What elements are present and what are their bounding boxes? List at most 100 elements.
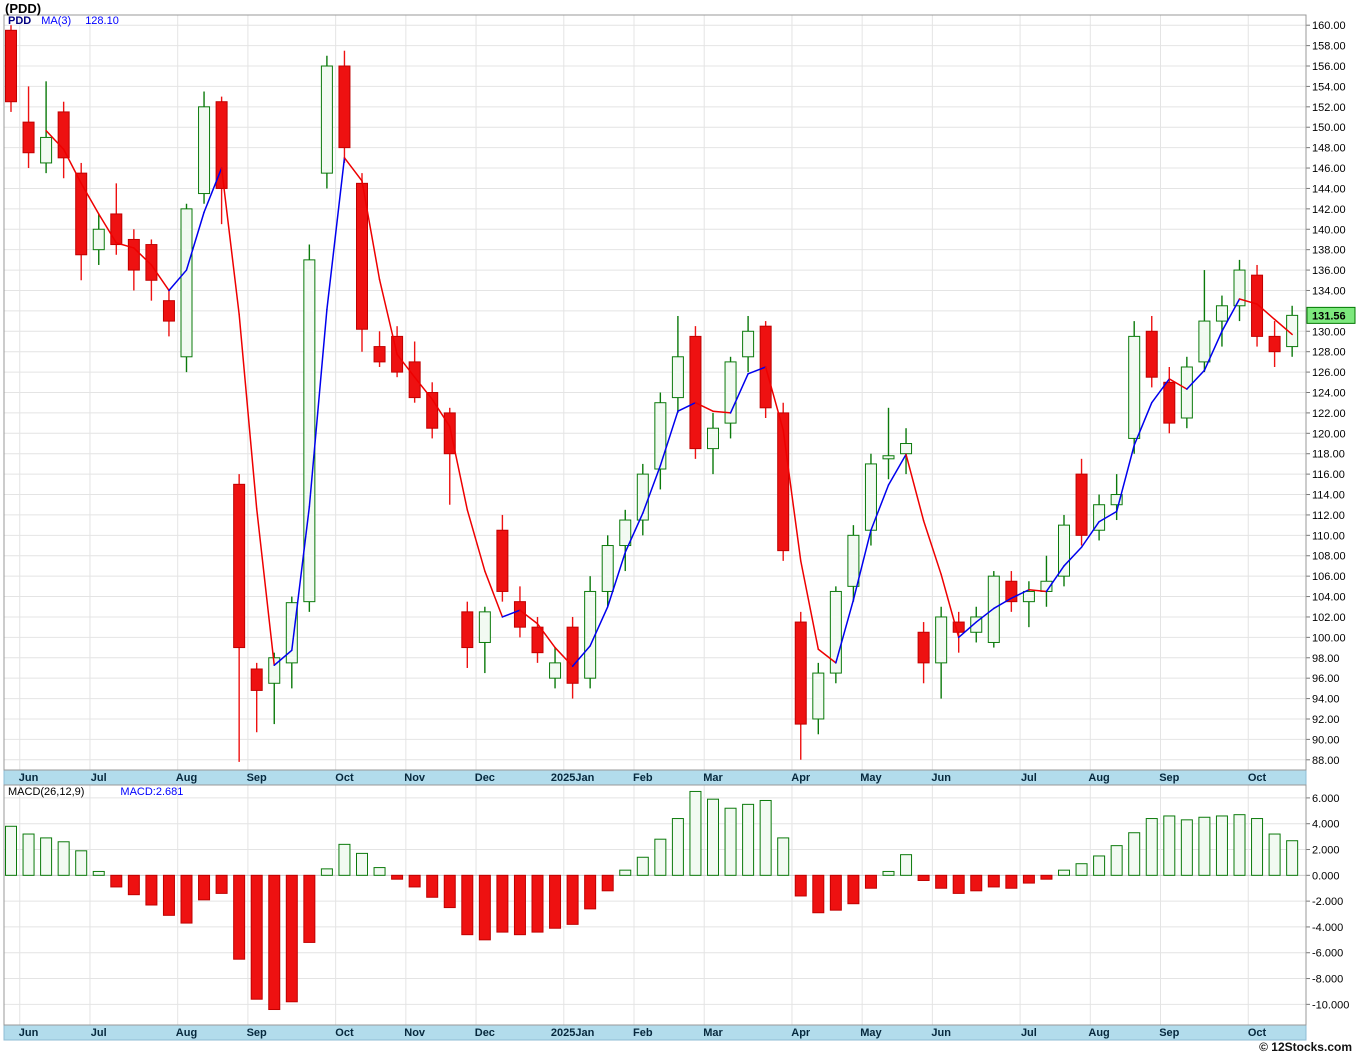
ma-line-segment (659, 410, 679, 467)
macd-bar (356, 852, 368, 876)
ma-line-segment (729, 373, 749, 414)
macd-bar (566, 874, 579, 925)
ma-line-segment (1028, 589, 1048, 593)
candle-body (724, 361, 737, 424)
ma-line-segment (1115, 444, 1135, 513)
candle-body (970, 616, 983, 633)
ticker-symbol: PDD (8, 15, 32, 27)
ma-line-segment (431, 398, 451, 428)
candle-body (338, 65, 351, 149)
price-axis-label: 100.00 (1312, 632, 1346, 644)
macd-axis-label: -10.000 (1312, 999, 1349, 1011)
macd-bar (619, 869, 632, 876)
ma-line-segment (449, 425, 469, 511)
month-label: Mar (703, 772, 723, 784)
candle-body (478, 611, 491, 643)
macd-bar (285, 874, 298, 1003)
ma-line-segment (326, 157, 346, 311)
candle-body (110, 213, 123, 246)
macd-bar (1128, 832, 1141, 876)
ma-line-segment (45, 129, 65, 151)
price-axis-label: 102.00 (1312, 612, 1346, 624)
month-label: Nov (404, 772, 426, 784)
price-axis-label: 98.00 (1312, 653, 1340, 665)
macd-bar (1268, 833, 1281, 876)
candle-body (1251, 274, 1264, 337)
month-label: Jul (91, 1027, 107, 1039)
price-axis-label: 124.00 (1312, 388, 1346, 400)
month-label: Jun (19, 1027, 39, 1039)
candle-body (619, 519, 632, 547)
macd-bar (549, 874, 562, 929)
macd-bar (75, 850, 88, 876)
month-label: Feb (633, 1027, 653, 1039)
candle-body (57, 111, 70, 159)
ma-line-segment (133, 247, 153, 266)
macd-bar (426, 874, 439, 898)
macd-bar (391, 874, 404, 880)
macd-axis-label: 0.000 (1312, 870, 1340, 882)
macd-axis-label: -4.000 (1312, 922, 1343, 934)
macd-bar (40, 837, 53, 876)
candle-body (847, 534, 860, 587)
candle-body (198, 106, 211, 195)
candle-body (689, 335, 702, 450)
macd-bar (952, 874, 965, 894)
ma-line-segment (185, 211, 205, 271)
macd-axis-label: -2.000 (1312, 896, 1343, 908)
price-axis-label: 152.00 (1312, 102, 1346, 114)
macd-bar (935, 874, 948, 889)
macd-bar (145, 874, 158, 906)
ma-line-segment (150, 264, 170, 292)
candle-body (531, 626, 544, 654)
candle-body (794, 621, 807, 725)
macd-bar (1163, 815, 1176, 876)
ma-line-segment (62, 148, 82, 185)
price-axis-label: 88.00 (1312, 755, 1340, 767)
candle-body (233, 483, 246, 649)
ma-line-segment (870, 484, 890, 531)
price-axis-label: 92.00 (1312, 714, 1340, 726)
macd-bar (1110, 845, 1123, 876)
macd-bar (636, 856, 649, 876)
ma-line-segment (484, 570, 504, 618)
ma-line-segment (1221, 298, 1241, 333)
macd-bar (742, 803, 755, 876)
month-label: Aug (1088, 772, 1109, 784)
macd-bar (671, 818, 684, 876)
macd-bar (1022, 874, 1035, 884)
ma-line-segment (800, 560, 820, 651)
price-axis-label: 154.00 (1312, 81, 1346, 93)
ma-line-segment (413, 376, 433, 401)
ma-label: MA(3) (41, 15, 72, 27)
candle-body (1286, 314, 1299, 348)
macd-bar (408, 874, 421, 888)
price-axis-label: 120.00 (1312, 428, 1346, 440)
candle-body (426, 392, 439, 429)
ma-line-segment (957, 621, 977, 639)
month-label: Oct (335, 1027, 354, 1039)
ma-line-segment (571, 645, 591, 668)
candle-body (162, 300, 175, 322)
price-axis-label: 142.00 (1312, 204, 1346, 216)
candle-body (1233, 269, 1246, 307)
candle-body (1093, 504, 1106, 531)
ma-line-segment (255, 508, 275, 667)
price-axis-label: 108.00 (1312, 551, 1346, 563)
candle-body (513, 601, 526, 628)
month-label: Aug (176, 772, 197, 784)
macd-bar (1198, 816, 1211, 876)
ma-line-segment (1010, 589, 1030, 600)
ma-line-segment (1238, 298, 1258, 305)
month-label: Sep (1159, 772, 1179, 784)
month-label: Jun (931, 772, 951, 784)
ma-line-segment (993, 597, 1013, 610)
ma-line-segment (291, 506, 311, 652)
price-axis-label: 116.00 (1312, 469, 1345, 481)
candle-body (601, 545, 614, 592)
candle-body (1180, 366, 1193, 419)
macd-bar (987, 874, 1000, 888)
month-label: Aug (1088, 1027, 1109, 1039)
month-label: Dec (475, 772, 495, 784)
